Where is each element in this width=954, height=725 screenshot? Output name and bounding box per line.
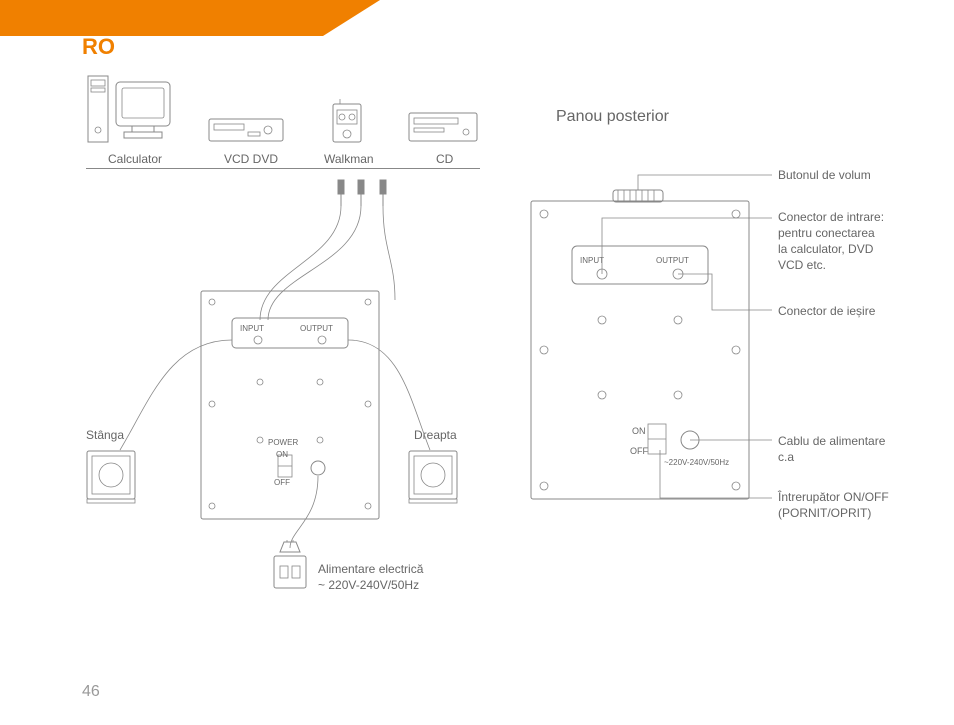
callout-input-3: la calculator, DVD [778,242,873,258]
callout-volume: Butonul de volum [778,168,871,184]
callout-input-2: pentru conectarea [778,226,875,242]
page-number: 46 [82,683,100,701]
callout-switch-1: Întrerupător ON/OFF [778,490,889,506]
callout-power-2: c.a [778,450,794,466]
callout-power-1: Cablu de alimentare [778,434,885,450]
callout-output: Conector de ieșire [778,304,875,320]
callout-switch-2: (PORNIT/OPRIT) [778,506,871,522]
callout-input-4: VCD etc. [778,258,826,274]
callout-input-1: Conector de intrare: [778,210,884,226]
